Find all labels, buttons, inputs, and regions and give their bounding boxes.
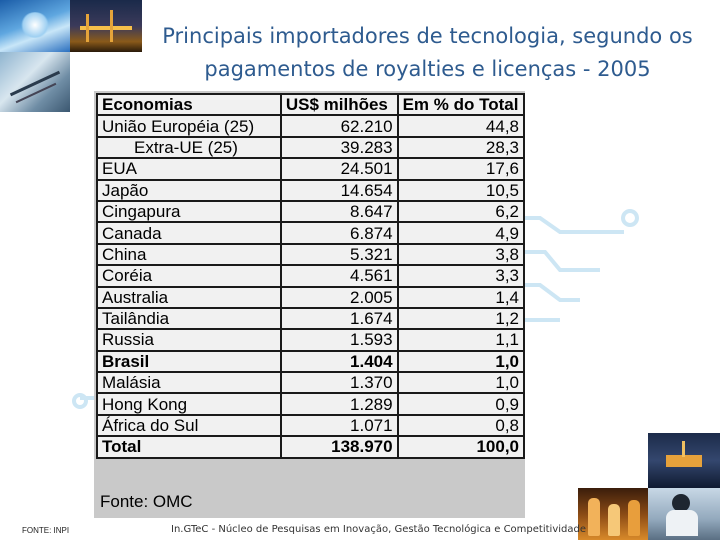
- cell-total-valor: 138.970: [279, 435, 399, 459]
- cell-economia: Russia: [96, 328, 282, 352]
- cell-economia: Australia: [96, 285, 282, 309]
- cell-pct: 1,1: [396, 328, 526, 352]
- cell-pct: 1,2: [396, 306, 526, 331]
- cell-pct: 0,8: [396, 413, 526, 438]
- photo-oil-platform: [648, 433, 720, 488]
- table-row: Cingapura 8.647 6,2: [96, 199, 526, 224]
- header-economias: Economias: [96, 92, 282, 117]
- page-title: Principais importadores de tecnologia, s…: [162, 24, 693, 81]
- cell-economia: África do Sul: [96, 413, 282, 438]
- cell-economia: Cingapura: [96, 199, 282, 224]
- cell-economia: EUA: [96, 157, 282, 181]
- cell-valor: 5.321: [279, 242, 399, 267]
- table-row: Tailândia 1.674 1,2: [96, 306, 526, 331]
- cell-pct: 1,0: [396, 349, 526, 374]
- cell-pct: 3,3: [396, 264, 526, 288]
- cell-valor: 1.289: [279, 392, 399, 416]
- header-pct-total: Em % do Total: [396, 92, 526, 117]
- table-row: União Européia (25) 62.210 44,8: [96, 114, 526, 138]
- cell-pct: 44,8: [396, 114, 526, 138]
- table-total-row: Total 138.970 100,0: [96, 435, 526, 459]
- table-row-brasil: Brasil 1.404 1,0: [96, 349, 526, 374]
- cell-economia: Hong Kong: [96, 392, 282, 416]
- photo-scientist-microscope: [648, 488, 720, 540]
- table-row: África do Sul 1.071 0,8: [96, 413, 526, 438]
- header-usd-milhoes: US$ milhões: [279, 92, 399, 117]
- footer-credit: In.GTeC - Núcleo de Pesquisas em Inovaçã…: [171, 524, 586, 535]
- cell-economia: Tailândia: [96, 306, 282, 331]
- cell-economia: Extra-UE (25): [96, 135, 282, 160]
- cell-valor: 1.674: [279, 306, 399, 331]
- cell-valor: 14.654: [279, 178, 399, 202]
- importers-table-frame: Economias US$ milhões Em % do Total Uniã…: [94, 91, 526, 518]
- table-row: Extra-UE (25) 39.283 28,3: [96, 135, 526, 160]
- cell-pct: 4,9: [396, 221, 526, 245]
- table-row: Canada 6.874 4,9: [96, 221, 526, 245]
- table-row: Russia 1.593 1,1: [96, 328, 526, 352]
- table-row: Japão 14.654 10,5: [96, 178, 526, 202]
- cell-pct: 28,3: [396, 135, 526, 160]
- cell-economia: Japão: [96, 178, 282, 202]
- table-row: China 5.321 3,8: [96, 242, 526, 267]
- source-inpi: FONTE: INPI: [22, 526, 70, 535]
- cell-economia: Brasil: [96, 349, 282, 374]
- cell-pct: 17,6: [396, 157, 526, 181]
- cell-pct: 1,0: [396, 371, 526, 395]
- cell-economia: Coréia: [96, 264, 282, 288]
- cell-valor: 1.404: [279, 349, 399, 374]
- cell-pct: 0,9: [396, 392, 526, 416]
- cell-total-label: Total: [96, 435, 282, 459]
- cell-pct: 1,4: [396, 285, 526, 309]
- photo-refinery-night: [70, 0, 142, 52]
- photo-water-hand: [0, 0, 70, 52]
- cell-pct: 3,8: [396, 242, 526, 267]
- photo-circuit-tweezers: [0, 52, 70, 112]
- cell-valor: 1.593: [279, 328, 399, 352]
- table-row: Hong Kong 1.289 0,9: [96, 392, 526, 416]
- cell-economia: Malásia: [96, 371, 282, 395]
- cell-valor: 4.561: [279, 264, 399, 288]
- cell-valor: 62.210: [279, 114, 399, 138]
- cell-economia: Canada: [96, 221, 282, 245]
- table-row: Malásia 1.370 1,0: [96, 371, 526, 395]
- cell-valor: 1.071: [279, 413, 399, 438]
- cell-valor: 24.501: [279, 157, 399, 181]
- cell-valor: 8.647: [279, 199, 399, 224]
- importers-table: Economias US$ milhões Em % do Total Uniã…: [96, 92, 526, 459]
- cell-economia: China: [96, 242, 282, 267]
- photo-lab-bottles: [578, 488, 648, 540]
- cell-total-pct: 100,0: [396, 435, 526, 459]
- cell-pct: 10,5: [396, 178, 526, 202]
- table-row: Australia 2.005 1,4: [96, 285, 526, 309]
- cell-valor: 2.005: [279, 285, 399, 309]
- cell-valor: 1.370: [279, 371, 399, 395]
- cell-economia: União Européia (25): [96, 114, 282, 138]
- table-row: Coréia 4.561 3,3: [96, 264, 526, 288]
- cell-pct: 6,2: [396, 199, 526, 224]
- table-row: EUA 24.501 17,6: [96, 157, 526, 181]
- cell-valor: 39.283: [279, 135, 399, 160]
- table-header-row: Economias US$ milhões Em % do Total: [96, 92, 526, 117]
- cell-valor: 6.874: [279, 221, 399, 245]
- table-source: Fonte: OMC: [100, 492, 193, 511]
